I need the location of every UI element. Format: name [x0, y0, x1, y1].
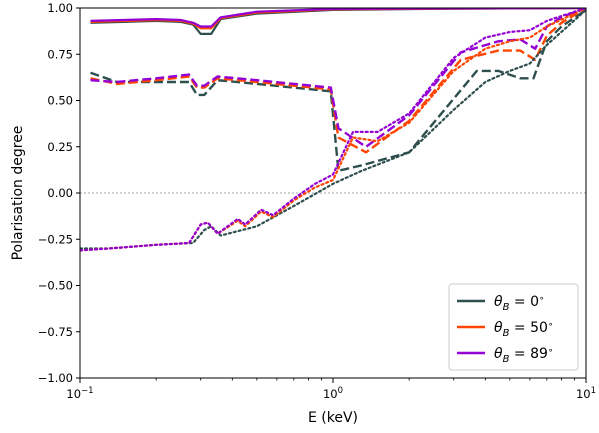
x-tick-label: 100: [323, 386, 343, 401]
legend-box: [448, 283, 579, 371]
legend-label: θB = 89∘: [494, 346, 554, 365]
x-axis-label: E (keV): [308, 410, 358, 426]
series-line-solid-2: [90, 8, 586, 28]
y-tick-label: −0.25: [38, 232, 73, 246]
x-tick-label: 101: [576, 386, 596, 401]
y-tick-label: −0.75: [38, 325, 73, 339]
y-axis-label: Polarisation degree: [10, 126, 26, 261]
y-tick-label: 1.00: [47, 1, 73, 15]
y-tick-label: 0.75: [47, 47, 73, 61]
y-tick-label: 0.50: [47, 94, 73, 108]
legend-label: θB = 0∘: [494, 294, 545, 313]
y-tick-label: 0.25: [47, 140, 73, 154]
y-tick-label: −0.50: [38, 279, 73, 293]
y-tick-label: 0.00: [47, 186, 73, 200]
series-line-dashed-3: [90, 8, 586, 172]
legend-label: θB = 50∘: [494, 320, 554, 339]
series-line-dotted-8: [80, 8, 586, 252]
x-tick-label: 10−1: [66, 386, 93, 401]
series-line-dashed-5: [90, 8, 586, 148]
y-tick-label: −1.00: [38, 371, 73, 385]
series-layer: [80, 8, 586, 252]
legend: θB = 0∘ θB = 50∘ θB = 89∘: [448, 283, 579, 371]
axes-layer: −1.00 −0.75 −0.50 −0.25 0.00 0.25 0.50 0.75 1.00…: [38, 1, 596, 401]
series-line-dashed-4: [90, 8, 586, 154]
